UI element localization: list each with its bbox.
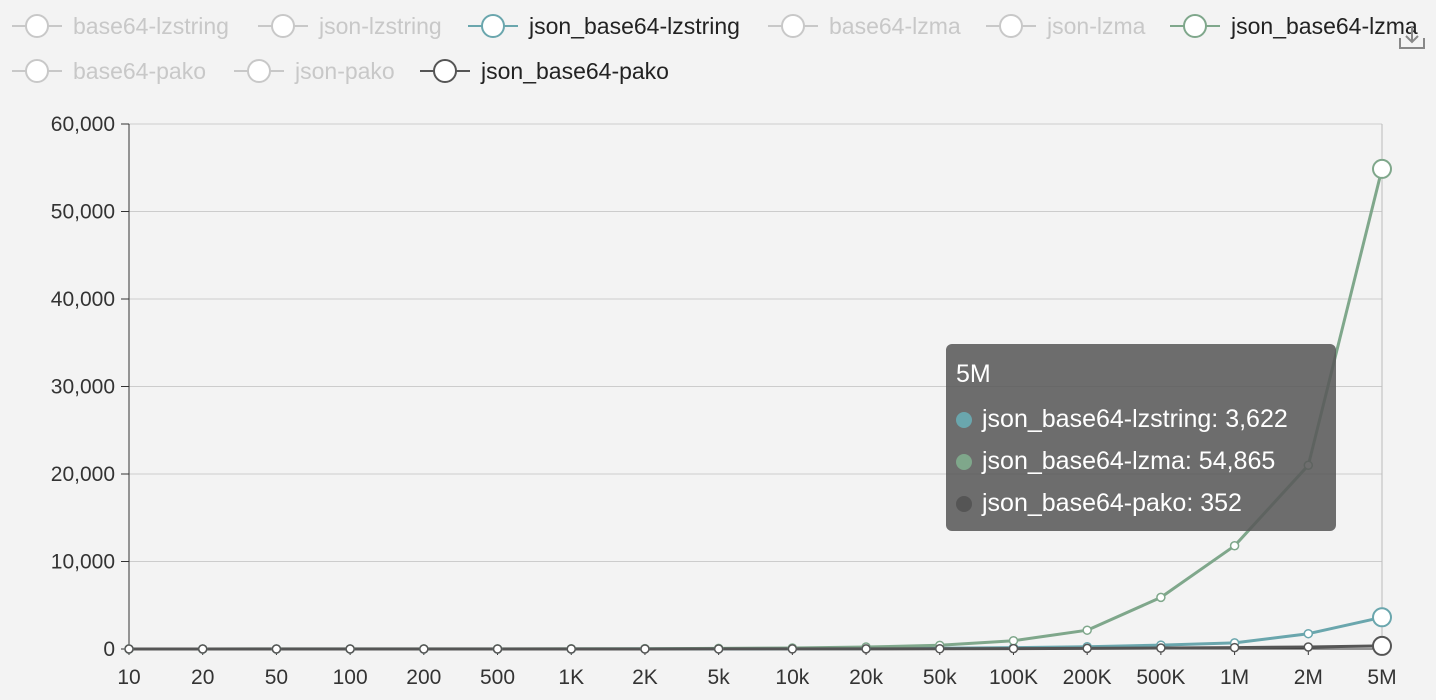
legend-label: json-lzstring [318,13,442,39]
x-tick-label: 20 [191,666,214,689]
data-point [271,644,282,654]
data-point [1008,643,1019,654]
series-line [129,644,1383,651]
legend-label: json_base64-pako [480,58,669,84]
legend-marker-icon [247,59,271,83]
data-point [861,644,871,654]
x-tick-label: 50k [923,666,957,689]
series-dot-icon [956,454,972,470]
legend-label: json-pako [294,58,395,84]
x-tick-label: 1M [1220,666,1249,689]
legend-label: base64-pako [73,58,206,84]
tooltip-row-text: json_base64-lzstring: 3,622 [982,405,1288,433]
x-tick-label: 2M [1294,666,1323,689]
data-point [1303,628,1314,639]
legend-label: base64-lzma [829,13,961,39]
x-tick-label: 100K [989,666,1038,689]
legend-marker-icon [481,14,505,38]
legend-item[interactable]: json_base64-lzma [1170,13,1418,39]
y-tick-label: 0 [103,638,115,661]
data-point [640,644,650,654]
legend-item[interactable]: json_base64-pako [420,58,669,84]
y-tick-label: 10,000 [51,551,115,574]
legend-marker-icon [25,59,49,83]
data-point [345,644,355,654]
x-tick-label: 20k [849,666,883,689]
legend-item[interactable]: json-pako [234,58,395,84]
x-tick-label: 500K [1136,666,1185,689]
legend-marker-icon [781,14,805,38]
series-dot-icon [956,496,972,512]
data-point [124,644,134,654]
x-tick-label: 50 [265,666,288,689]
data-point [566,644,576,654]
y-tick-label: 20,000 [51,463,115,486]
x-tick-label: 2K [632,666,658,689]
data-point [1156,592,1166,603]
x-tick-label: 10 [117,666,140,689]
legend-item[interactable]: json-lzstring [258,13,442,39]
x-tick-label: 200K [1063,666,1112,689]
tooltip: 5M json_base64-lzstring: 3,622 json_base… [946,344,1336,531]
data-point [1156,643,1166,653]
y-tick-label: 60,000 [51,113,115,136]
series-line [129,615,1383,651]
data-point [197,644,208,654]
x-tick-label: 10k [775,666,809,689]
x-tick-label: 500 [480,666,515,689]
data-point [1082,625,1092,635]
y-tick-label: 50,000 [51,201,115,224]
x-tick-label: 100 [333,666,368,689]
legend-label: json_base64-lzstring [528,13,740,39]
legend-marker-icon [271,14,295,38]
legend-label: json_base64-lzma [1230,13,1418,39]
x-tick-label: 1K [558,666,584,689]
tooltip-row-text: json_base64-lzma: 54,865 [982,447,1276,475]
legend-marker-icon [1183,14,1207,38]
legend-item[interactable]: json_base64-lzstring [468,13,740,39]
tooltip-row-text: json_base64-pako: 352 [982,489,1242,517]
data-point [1372,158,1392,179]
y-tick-label: 40,000 [51,288,115,311]
tooltip-row-pako: json_base64-pako: 352 [956,482,1326,524]
legend-label: base64-lzstring [73,13,229,39]
x-tick-label: 5k [708,666,731,689]
tooltip-title: 5M [956,360,991,388]
data-point [1082,643,1092,654]
data-point [787,644,798,654]
data-point [1229,642,1240,653]
data-point [419,644,429,654]
legend-marker-icon [999,14,1023,38]
data-point [1372,635,1392,656]
data-point [713,644,724,654]
data-point [935,644,945,654]
data-point [1372,607,1392,628]
data-point [1229,541,1240,551]
legend-item[interactable]: json-lzma [986,13,1146,39]
tooltip-row-lzstring: json_base64-lzstring: 3,622 [956,398,1326,440]
tooltip-row-lzma: json_base64-lzma: 54,865 [956,440,1326,482]
download-icon[interactable] [1398,24,1426,50]
legend-marker-icon [25,14,49,38]
data-point [1008,635,1019,646]
y-tick-label: 30,000 [51,376,115,399]
legend-item[interactable]: base64-pako [12,58,206,84]
series-layer [124,158,1392,656]
data-point [1303,642,1314,652]
legend: base64-lzstring json-lzstring json_base64-… [12,13,1418,84]
legend-item[interactable]: base64-lzstring [12,13,229,39]
x-tick-label: 5M [1367,666,1396,689]
legend-item[interactable]: base64-lzma [768,13,961,39]
x-tick-label: 200 [406,666,441,689]
legend-label: json-lzma [1046,13,1146,39]
series-dot-icon [956,412,972,428]
data-point [492,644,503,654]
legend-marker-icon [433,59,457,83]
